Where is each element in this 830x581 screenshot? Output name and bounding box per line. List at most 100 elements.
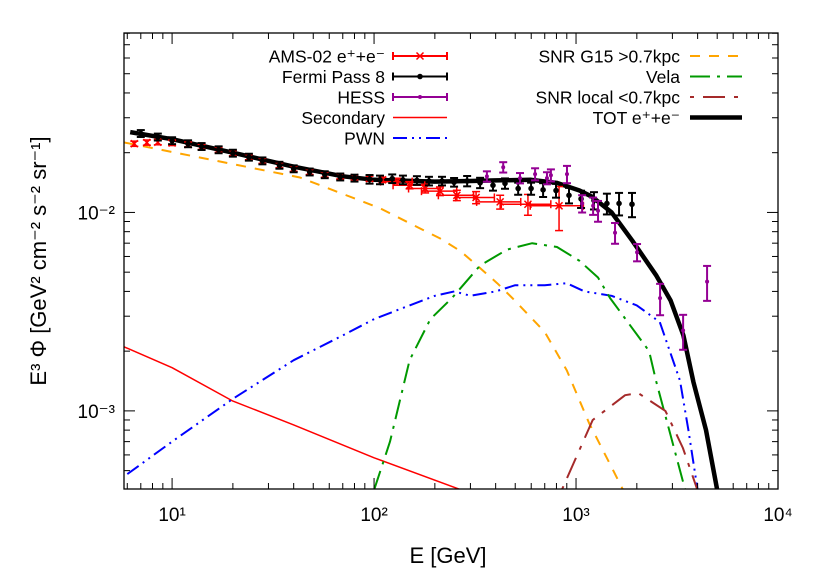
- legend-label: Fermi Pass 8: [282, 67, 385, 87]
- dot-marker: [389, 175, 396, 182]
- dot-marker: [580, 201, 585, 206]
- data-point-fermi-pass-8: [365, 174, 374, 185]
- data-point-fermi-pass-8: [476, 176, 485, 190]
- data-point-fermi-pass-8: [424, 175, 433, 187]
- legend-label: PWN: [344, 129, 385, 149]
- data-point-hess: [656, 282, 665, 317]
- data-point-fermi-pass-8: [602, 192, 611, 216]
- dot-marker: [490, 182, 496, 189]
- dot-marker: [464, 178, 470, 184]
- data-point-hess: [589, 196, 598, 216]
- data-point-fermi-pass-8: [336, 172, 345, 182]
- legend-label: HESS: [337, 88, 385, 108]
- legend-item: HESS: [337, 88, 448, 108]
- legend-label: TOT e⁺+e⁻: [593, 108, 680, 128]
- model-curve-snr-local-0-7kpc: [561, 392, 699, 489]
- x-marker: [142, 138, 151, 147]
- dot-marker: [502, 180, 508, 187]
- data-point-fermi-pass-8: [463, 174, 472, 188]
- dot-marker: [426, 178, 432, 184]
- dot-marker: [451, 179, 457, 186]
- data-point-fermi-pass-8: [539, 182, 548, 199]
- x-tick-label: 10²: [360, 505, 387, 526]
- dot-marker: [548, 173, 553, 178]
- legend-sample-marker: [417, 73, 423, 80]
- dot-marker: [246, 154, 252, 160]
- dot-marker: [544, 176, 549, 181]
- data-point-fermi-pass-8: [514, 181, 523, 196]
- dot-marker: [616, 200, 622, 207]
- x-tick-label: 10⁴: [763, 505, 792, 526]
- legend-item: Secondary: [301, 108, 447, 128]
- dot-marker: [439, 178, 445, 184]
- y-tick-label: 10⁻²: [78, 203, 116, 224]
- dot-marker: [566, 192, 572, 199]
- dot-marker: [290, 165, 297, 172]
- legend-item: TOT e⁺+e⁻: [593, 108, 742, 128]
- x-marker: [472, 193, 481, 202]
- data-point-fermi-pass-8: [615, 191, 624, 217]
- data-point-fermi-pass-8: [305, 167, 314, 177]
- legend-item: Fermi Pass 8: [282, 67, 448, 87]
- data-point-ams-02-e-e-: [130, 139, 139, 148]
- data-point-fermi-pass-8: [320, 170, 329, 180]
- data-point-fermi-pass-8: [258, 156, 267, 166]
- dot-marker: [366, 176, 373, 183]
- model-curve-vela: [373, 242, 686, 489]
- data-point-fermi-pass-8: [375, 174, 384, 186]
- data-point-fermi-pass-8: [153, 132, 162, 142]
- dot-marker: [185, 140, 191, 147]
- data-point-fermi-pass-8: [488, 179, 497, 192]
- x-marker: [555, 201, 564, 210]
- dot-marker: [681, 328, 686, 333]
- data-point-fermi-pass-8: [275, 160, 284, 170]
- dot-marker: [414, 177, 420, 184]
- data-point-hess: [679, 313, 688, 351]
- dot-marker: [518, 176, 523, 181]
- data-point-fermi-pass-8: [350, 173, 359, 183]
- legend-item: AMS-02 e⁺+e⁻: [269, 47, 448, 67]
- data-point-hess: [611, 221, 620, 245]
- dot-marker: [515, 185, 521, 192]
- model-curve-snr-g15-0-7kpc: [124, 141, 624, 489]
- y-tick-label: 10⁻³: [78, 402, 116, 423]
- dot-marker: [635, 250, 640, 255]
- x-tick-label: 10¹: [158, 505, 185, 526]
- data-point-fermi-pass-8: [197, 142, 206, 151]
- data-point-fermi-pass-8: [438, 175, 447, 187]
- legend-item: PWN: [344, 129, 447, 149]
- dot-marker: [477, 180, 483, 186]
- dot-marker: [337, 174, 344, 180]
- data-point-fermi-pass-8: [527, 181, 536, 196]
- legend-label: AMS-02 e⁺+e⁻: [269, 47, 385, 67]
- dot-marker: [259, 158, 266, 164]
- dot-marker: [540, 187, 546, 193]
- dot-marker: [613, 230, 618, 235]
- data-point-fermi-pass-8: [501, 177, 510, 190]
- legend-label: Vela: [646, 67, 680, 87]
- data-point-fermi-pass-8: [564, 186, 573, 205]
- dot-marker: [137, 130, 144, 137]
- legend-item: Vela: [646, 67, 742, 87]
- dot-marker: [321, 171, 328, 178]
- dot-marker: [306, 169, 313, 175]
- legend-label: Secondary: [301, 108, 385, 128]
- x-marker: [405, 181, 414, 190]
- data-point-fermi-pass-8: [398, 174, 407, 186]
- data-point-ams-02-e-e-: [475, 194, 522, 210]
- dot-marker: [629, 201, 635, 208]
- data-point-fermi-pass-8: [388, 173, 397, 185]
- data-point-fermi-pass-8: [184, 139, 193, 149]
- dot-marker: [230, 150, 236, 156]
- legend-item: SNR local <0.7kpc: [536, 88, 742, 108]
- x-axis-label: E [GeV]: [409, 543, 486, 568]
- dot-marker: [533, 172, 538, 177]
- y-axis-label: E³ Φ [GeV² cm⁻² s⁻² sr⁻¹]: [26, 136, 51, 385]
- plot-marks: [124, 129, 720, 489]
- dot-marker: [705, 279, 710, 284]
- legend-sample-marker: [418, 95, 422, 99]
- data-point-ams-02-e-e-: [142, 138, 151, 147]
- data-point-fermi-pass-8: [136, 129, 145, 138]
- data-point-hess: [578, 194, 587, 214]
